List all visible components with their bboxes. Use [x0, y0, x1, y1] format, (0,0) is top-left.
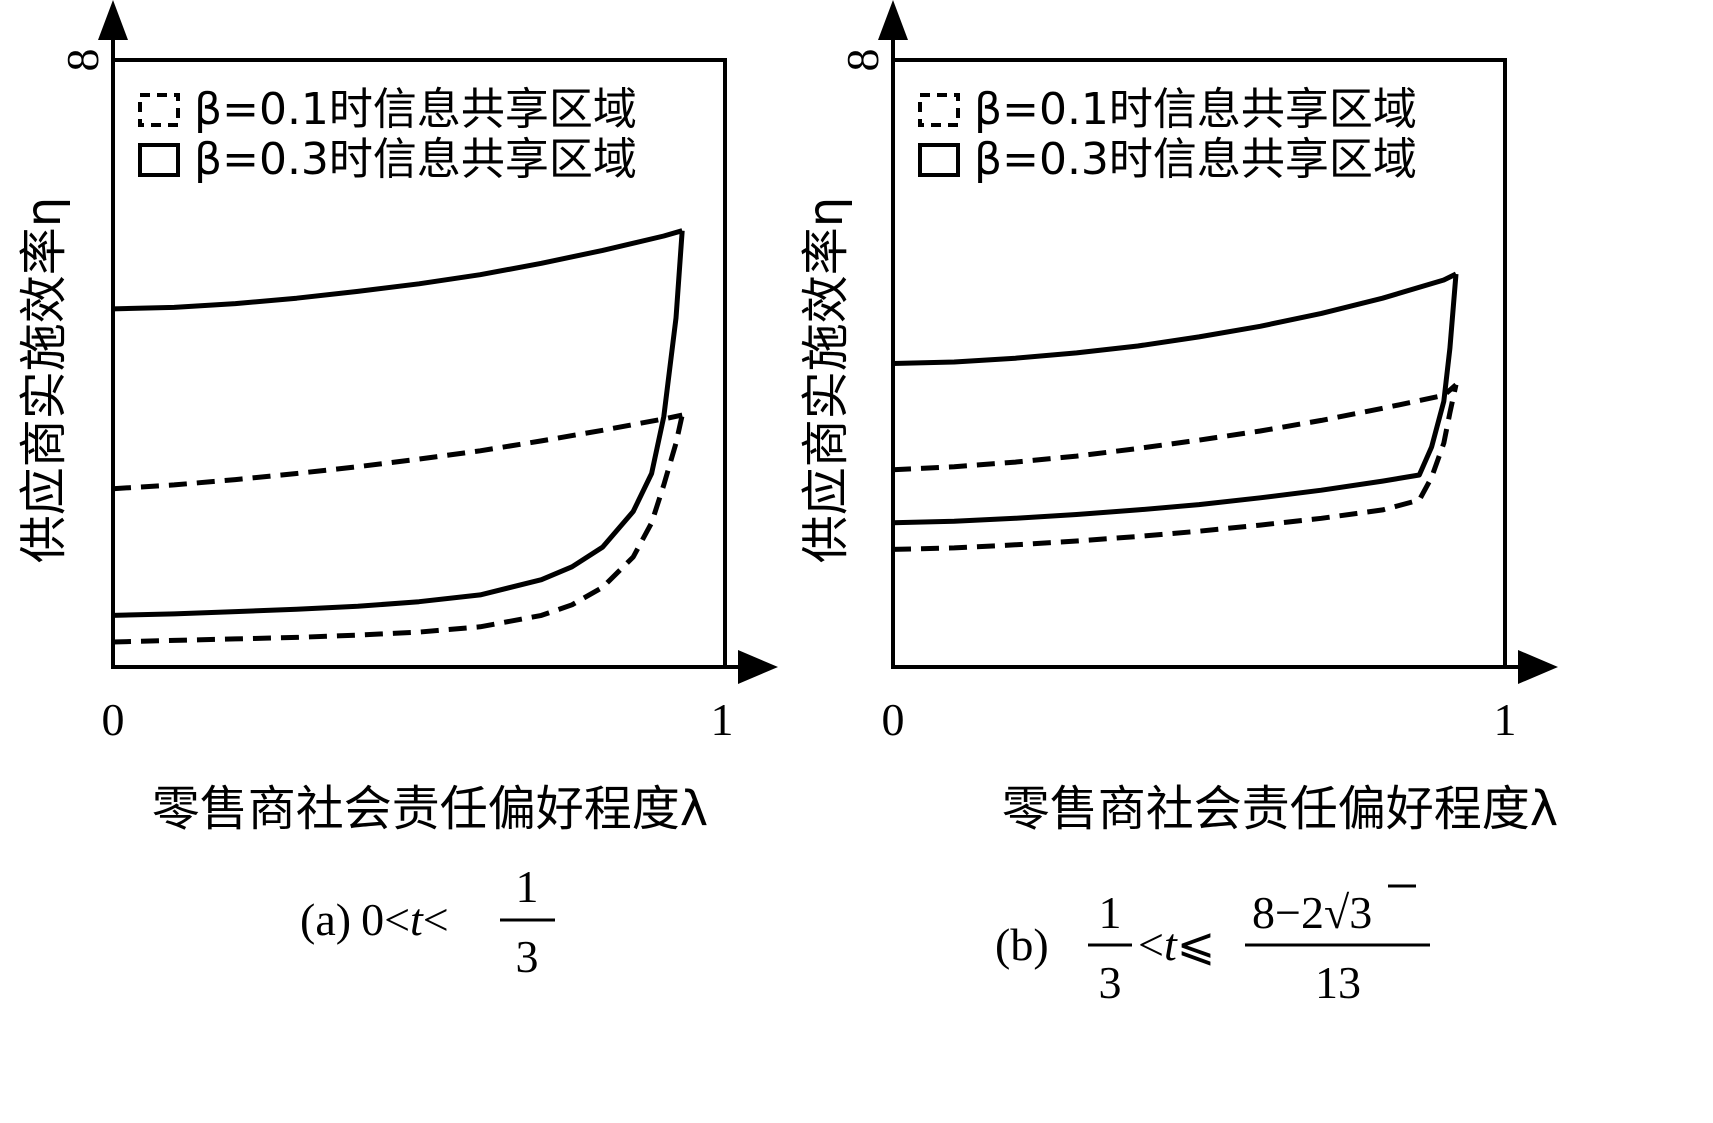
caption-b-left: < — [1138, 919, 1164, 970]
series-dashed-2-b — [892, 382, 1458, 473]
x-axis-label-b: 零售商社会责任偏好程度λ — [1002, 781, 1558, 837]
x-axis-label-a: 零售商社会责任偏好程度λ — [152, 781, 708, 837]
legend-solid-label-a: β=0.3时信息共享区域 — [194, 134, 637, 185]
x-tick-0-b: 0 — [882, 694, 905, 745]
caption-a-label: (a) — [300, 894, 351, 945]
caption-b-inequality: <t⩽ — [1138, 919, 1215, 970]
y-axis-arrow-b — [878, 0, 908, 40]
chart-panel-a: 0 1 8 供应商实施效率η β=0.1时信息共享区域 β=0.3时信息共享区域… — [16, 0, 778, 982]
series-dashed-2-a — [112, 412, 683, 492]
caption-b-frac-denominator: 3 — [1099, 957, 1122, 1008]
caption-b-sqrt-arg: 3 — [1349, 887, 1372, 938]
caption-b-sqrt-sign: √ — [1324, 887, 1350, 938]
caption-b: (b) 1 3 <t⩽ 8−2√3 13 — [995, 884, 1430, 1008]
caption-b-denominator: 13 — [1315, 957, 1361, 1008]
caption-a-variable: t — [410, 894, 424, 945]
chart-b-svg: 0 1 8 供应商实施效率η β=0.1时信息共享区域 β=0.3时信息共享区域… — [798, 0, 1558, 1008]
caption-b-frac-numerator: 1 — [1099, 887, 1122, 938]
x-tick-1-a: 1 — [711, 694, 734, 745]
x-tick-0-a: 0 — [102, 694, 125, 745]
series-solid-0-a — [112, 228, 683, 312]
legend-dashed-swatch-a — [138, 93, 180, 127]
y-axis-arrow-a — [98, 0, 128, 40]
caption-a-left: 0< — [361, 894, 410, 945]
series-solid-1-b — [892, 273, 1459, 526]
legend-b: β=0.1时信息共享区域 β=0.3时信息共享区域 — [918, 84, 1417, 185]
caption-a: (a) 0<t< 1 3 — [300, 861, 555, 982]
caption-b-variable: t — [1164, 919, 1178, 970]
caption-b-numerator-text: 8−2 — [1252, 887, 1324, 938]
legend-solid-label-b: β=0.3时信息共享区域 — [974, 134, 1417, 185]
legend-a: β=0.1时信息共享区域 β=0.3时信息共享区域 — [138, 84, 637, 185]
chart-panel-b: 0 1 8 供应商实施效率η β=0.1时信息共享区域 β=0.3时信息共享区域… — [798, 0, 1713, 1123]
legend-solid-swatch-a — [138, 143, 180, 177]
caption-b-label: (b) — [995, 919, 1049, 970]
legend-solid-swatch-b — [918, 143, 960, 177]
series-dashed-3-b — [892, 384, 1459, 552]
x-axis-arrow-a — [738, 650, 778, 684]
y-tick-8-b: 8 — [837, 49, 888, 72]
y-axis-label-a: 供应商实施效率η — [16, 197, 72, 563]
caption-b-mid: ⩽ — [1177, 919, 1216, 970]
x-tick-1-b: 1 — [1494, 694, 1517, 745]
caption-a-numerator: 1 — [516, 861, 539, 912]
y-tick-8-a: 8 — [57, 49, 108, 72]
series-layer-b — [892, 271, 1459, 552]
y-axis-label-b: 供应商实施效率η — [798, 197, 854, 563]
x-axis-arrow-b — [1518, 650, 1558, 684]
series-solid-0-b — [892, 271, 1458, 366]
series-dashed-3-a — [112, 414, 685, 645]
chart-a-svg: 0 1 8 供应商实施效率η β=0.1时信息共享区域 β=0.3时信息共享区域… — [16, 0, 778, 982]
caption-a-mid: < — [423, 894, 449, 945]
legend-dashed-label-b: β=0.1时信息共享区域 — [974, 84, 1417, 135]
legend-dashed-swatch-b — [918, 93, 960, 127]
caption-a-text: (a) 0<t< — [300, 894, 449, 945]
caption-a-denominator: 3 — [516, 931, 539, 982]
series-layer-a — [112, 228, 685, 645]
caption-b-numerator: 8−2√3 — [1252, 887, 1372, 938]
legend-dashed-label-a: β=0.1时信息共享区域 — [194, 84, 637, 135]
series-solid-1-a — [112, 230, 685, 618]
